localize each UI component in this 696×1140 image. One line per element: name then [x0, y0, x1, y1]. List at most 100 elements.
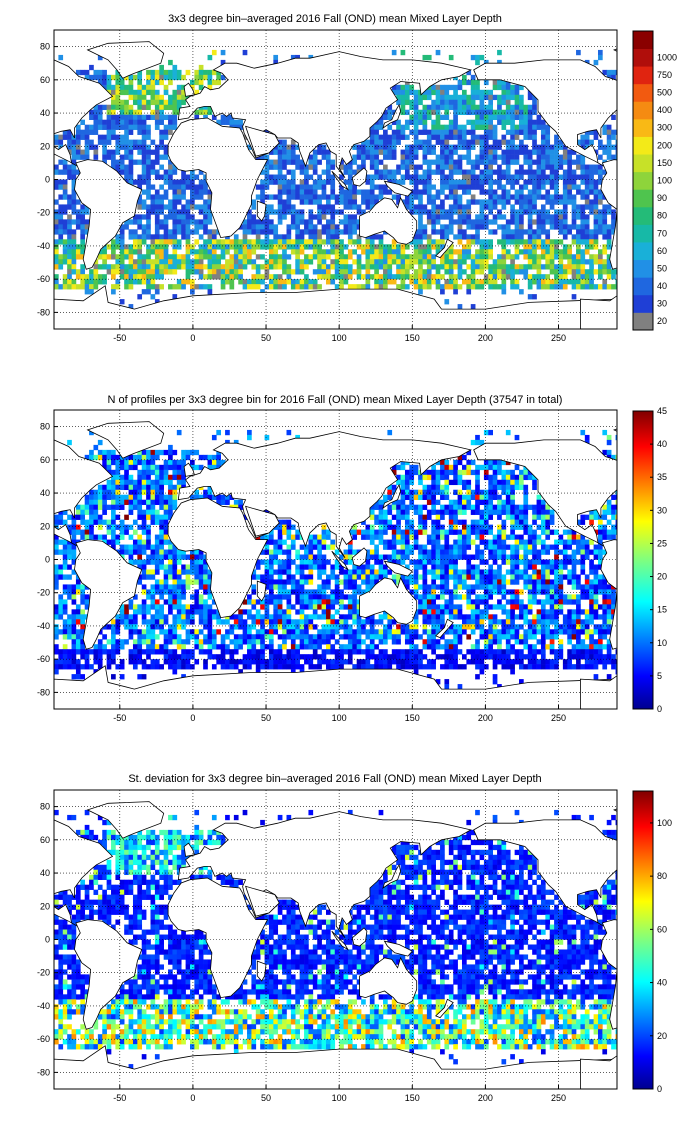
data-bin	[106, 124, 112, 130]
data-bin	[128, 79, 134, 86]
data-bin	[558, 284, 564, 290]
data-bin	[146, 529, 151, 535]
data-bin	[514, 464, 520, 471]
data-bin	[470, 94, 476, 101]
data-bin	[497, 584, 502, 590]
data-bin	[54, 569, 59, 575]
data-bin	[593, 579, 599, 585]
data-bin	[461, 569, 467, 575]
data-bin	[207, 579, 213, 585]
data-bin	[330, 244, 336, 250]
data-bin	[479, 224, 485, 230]
data-bin	[606, 149, 612, 155]
data-bin	[396, 284, 401, 290]
data-bin	[154, 74, 160, 81]
data-bin	[479, 559, 485, 565]
data-bin	[260, 239, 265, 245]
data-bin	[185, 279, 191, 285]
data-bin	[181, 169, 186, 175]
data-bin	[606, 134, 612, 140]
data-bin	[562, 549, 568, 555]
data-bin	[181, 184, 186, 190]
data-bin	[290, 539, 296, 545]
data-bin	[163, 194, 169, 200]
data-bin	[514, 519, 520, 525]
data-bin	[242, 134, 248, 140]
data-bin	[317, 229, 322, 235]
data-bin	[251, 244, 257, 250]
data-bin	[475, 434, 480, 441]
data-bin	[198, 284, 204, 290]
data-bin	[514, 94, 520, 101]
data-bin	[273, 249, 279, 255]
data-bin	[124, 109, 129, 116]
data-bin	[479, 109, 485, 116]
data-bin	[128, 164, 134, 170]
data-bin	[356, 574, 362, 580]
data-bin	[190, 279, 195, 285]
data-bin	[475, 554, 480, 560]
data-bin	[505, 154, 511, 160]
data-bin	[211, 114, 217, 120]
data-bin	[418, 494, 423, 500]
data-bin	[62, 134, 68, 140]
data-bin	[576, 234, 581, 240]
data-bin	[325, 254, 331, 260]
data-bin	[268, 539, 274, 545]
data-bin	[602, 509, 608, 515]
data-bin	[453, 544, 458, 550]
data-bin	[54, 249, 59, 255]
data-bin	[444, 529, 450, 535]
data-bin	[343, 579, 349, 585]
data-bin	[102, 489, 107, 496]
data-bin	[492, 534, 498, 540]
data-bin	[233, 439, 239, 446]
data-bin	[527, 254, 533, 260]
data-bin	[545, 209, 551, 215]
data-bin	[483, 239, 489, 245]
data-bin	[461, 209, 467, 215]
data-bin	[132, 494, 138, 500]
data-bin	[321, 229, 327, 235]
data-bin	[172, 464, 178, 471]
data-bin	[387, 279, 393, 285]
data-bin	[238, 119, 243, 125]
data-bin	[523, 274, 529, 280]
data-bin	[317, 544, 322, 550]
colorbar-swatch	[633, 66, 653, 85]
data-bin	[457, 539, 463, 545]
data-bin	[286, 534, 292, 540]
data-bin	[505, 554, 511, 560]
data-bin	[330, 574, 336, 580]
data-bin	[426, 109, 432, 116]
data-bin	[444, 139, 450, 145]
data-bin	[523, 104, 529, 111]
data-bin	[334, 269, 340, 275]
data-bin	[510, 489, 515, 496]
data-bin	[426, 184, 432, 190]
data-bin	[602, 534, 608, 540]
data-bin	[435, 549, 441, 555]
data-bin	[532, 139, 537, 145]
data-bin	[488, 464, 493, 471]
data-bin	[211, 234, 217, 240]
data-bin	[124, 99, 129, 106]
data-bin	[444, 269, 450, 275]
data-bin	[111, 514, 116, 520]
data-bin	[606, 264, 612, 270]
data-bin	[558, 249, 564, 255]
data-bin	[545, 139, 551, 145]
data-bin	[84, 524, 90, 530]
data-bin	[255, 194, 261, 200]
data-bin	[233, 119, 239, 125]
data-bin	[369, 249, 375, 255]
data-bin	[295, 554, 300, 560]
data-bin	[172, 119, 178, 125]
data-bin	[67, 584, 72, 590]
data-bin	[492, 484, 498, 491]
data-bin	[422, 224, 428, 230]
data-bin	[62, 194, 68, 200]
data-bin	[75, 149, 81, 155]
data-bin	[567, 279, 572, 285]
data-bin	[580, 554, 586, 560]
